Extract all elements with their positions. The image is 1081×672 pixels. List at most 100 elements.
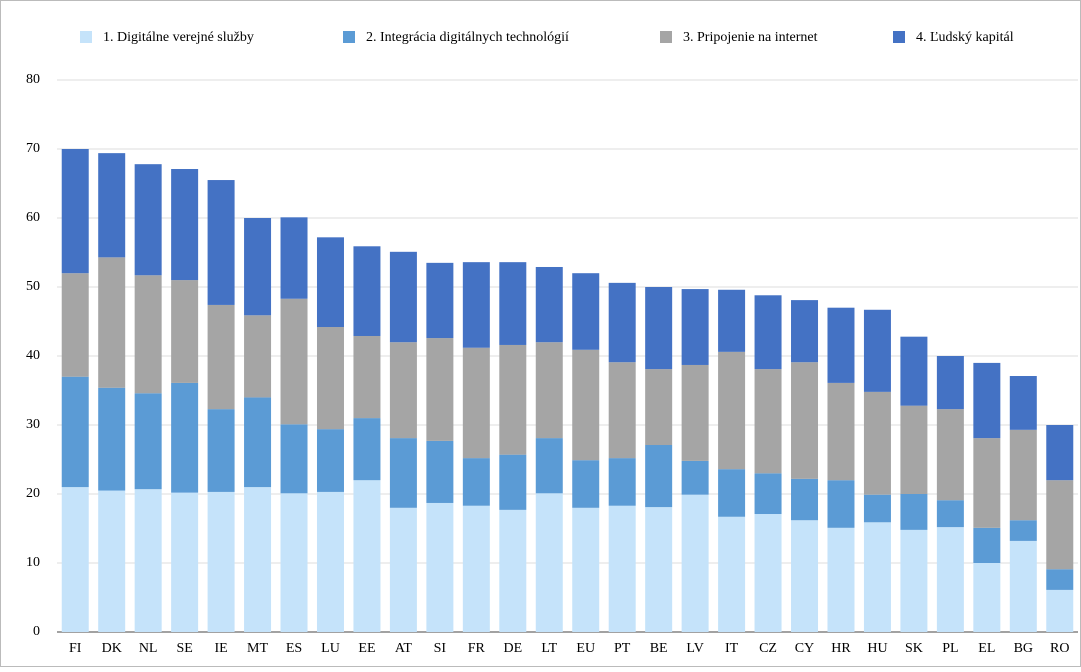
bar-segment [207,304,235,410]
bar-segment [535,266,563,343]
bar-segment [681,289,709,365]
bar-segment [280,298,308,425]
y-tick-label: 20 [26,486,40,501]
legend-label: 1. Digitálne verejné služby [103,30,254,45]
bar-segment [207,180,235,305]
bar-segment [900,336,928,406]
bar-segment [791,478,819,521]
bar-segment [900,529,928,632]
bar-segment [681,364,709,461]
bar-segment [863,494,891,523]
bar-segment [936,500,964,528]
bar-segment [389,438,417,508]
bar-segment [572,507,600,632]
bar-segment [207,409,235,492]
legend-swatch [660,31,672,43]
bar-segment [171,492,199,632]
bar-segment [316,491,344,632]
x-tick-label: PL [942,641,958,656]
bar-segment [1009,540,1037,632]
y-tick-label: 60 [26,210,40,225]
bar-segment [608,458,636,506]
x-tick-label: RO [1050,641,1069,656]
bar-segment [1046,569,1074,590]
bar-segment [608,282,636,363]
bar-segment [499,509,527,632]
legend-label: 4. Ľudský kapitál [916,30,1014,45]
bar-segment [244,487,272,632]
legend-swatch [80,31,92,43]
bar-segment [61,376,89,488]
bar-segment [207,491,235,632]
bar-segment [827,527,855,632]
bar-segment [134,489,162,632]
bar-segment [936,409,964,501]
bar-segment [316,429,344,492]
bar-segment [426,338,454,441]
bar-segment [426,440,454,503]
bar-segment [426,502,454,632]
bar-segment [1046,480,1074,570]
bar-segment [754,295,782,370]
bar-segment [171,280,199,383]
bar-segment [61,487,89,632]
x-tick-label: MT [247,641,268,656]
bar-segment [535,342,563,439]
bar-segment [353,335,381,419]
bar-segment [1046,425,1074,481]
x-tick-label: DE [503,641,522,656]
bar-segment [645,507,673,632]
bar-segment [936,356,964,410]
bar-segment [900,405,928,494]
y-tick-label: 50 [26,279,40,294]
x-tick-label: LV [686,641,703,656]
x-tick-label: BE [650,641,668,656]
bar-segment [1046,589,1074,632]
bar-segment [645,287,673,370]
x-tick-label: FI [69,641,82,656]
bar-segment [718,351,746,470]
bar-segment [389,251,417,343]
bar-segment [681,460,709,495]
bar-segment [426,262,454,339]
bar-segment [316,327,344,430]
bar-segment [718,289,746,352]
x-tick-label: SK [905,641,923,656]
bar-segment [499,262,527,345]
bar-segment [280,424,308,494]
bar-segment [900,494,928,530]
bar-segment [863,309,891,392]
x-tick-label: ES [286,641,302,656]
bar-segment [754,514,782,632]
legend-swatch [343,31,355,43]
x-tick-label: LU [321,641,340,656]
bar-segment [681,494,709,632]
y-tick-label: 0 [33,624,40,639]
bar-segment [171,169,199,281]
bar-segment [973,438,1001,528]
bar-segment [462,505,490,632]
bar-segment [535,493,563,632]
bar-segment [791,362,819,479]
x-tick-label: NL [139,641,158,656]
x-tick-label: SI [434,641,447,656]
bar-segment [462,262,490,348]
bar-segment [244,315,272,398]
bar-segment [98,153,126,258]
bar-segment [645,445,673,508]
bar-segment [973,362,1001,439]
bar-segment [1009,520,1037,541]
bar-segment [353,418,381,481]
bar-segment [171,382,199,493]
y-tick-label: 70 [26,141,40,156]
bar-segment [134,275,162,394]
x-tick-label: IE [214,641,227,656]
y-tick-label: 10 [26,555,40,570]
x-tick-label: AT [395,641,413,656]
bar-segment [572,349,600,461]
bar-segment [973,527,1001,563]
bar-segment [98,490,126,632]
y-tick-label: 40 [26,348,40,363]
bar-segment [863,391,891,495]
